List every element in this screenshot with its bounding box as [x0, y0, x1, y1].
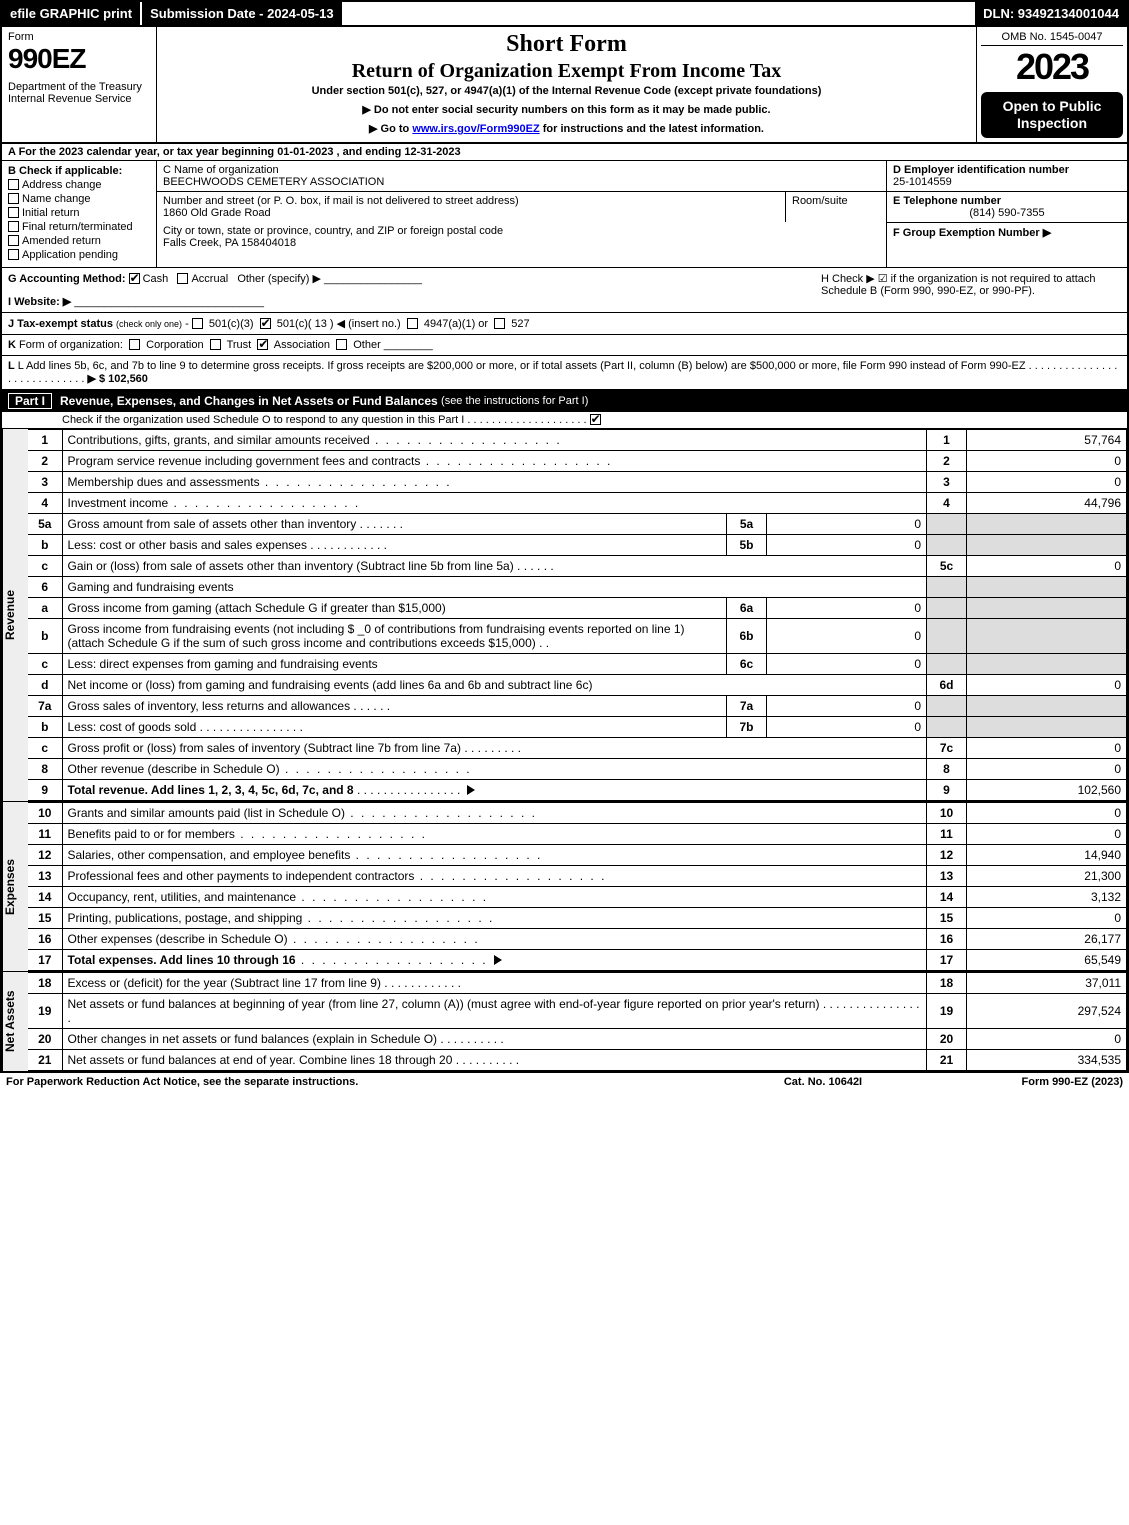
line-3: 3Membership dues and assessments30: [28, 471, 1127, 492]
line-10: 10Grants and similar amounts paid (list …: [28, 802, 1127, 823]
row-g-h: G Accounting Method: Cash Accrual Other …: [2, 268, 1127, 313]
chk-initial-return[interactable]: Initial return: [8, 207, 150, 219]
form-note2: ▶ Go to www.irs.gov/Form990EZ for instru…: [165, 122, 968, 135]
cat-no: Cat. No. 10642I: [723, 1076, 923, 1088]
part1-check: Check if the organization used Schedule …: [2, 412, 1127, 429]
top-bar: efile GRAPHIC print Submission Date - 20…: [2, 2, 1127, 27]
line-5a: 5aGross amount from sale of assets other…: [28, 513, 1127, 534]
line-1: 1Contributions, gifts, grants, and simil…: [28, 429, 1127, 450]
submission-date: Submission Date - 2024-05-13: [142, 2, 344, 25]
line-4: 4Investment income444,796: [28, 492, 1127, 513]
line-16: 16Other expenses (describe in Schedule O…: [28, 928, 1127, 949]
chk-accrual[interactable]: [177, 273, 188, 284]
chk-amended-return[interactable]: Amended return: [8, 235, 150, 247]
line-14: 14Occupancy, rent, utilities, and mainte…: [28, 886, 1127, 907]
arrow-icon: [467, 785, 475, 795]
c-city-label: City or town, state or province, country…: [163, 225, 880, 237]
arrow-icon: [494, 955, 502, 965]
expenses-section: Expenses 10Grants and similar amounts pa…: [2, 802, 1127, 972]
line-13: 13Professional fees and other payments t…: [28, 865, 1127, 886]
form-title: Return of Organization Exempt From Incom…: [165, 60, 968, 83]
dept: Department of the Treasury Internal Reve…: [8, 81, 150, 105]
omb-number: OMB No. 1545-0047: [981, 31, 1123, 46]
short-form-title: Short Form: [165, 31, 968, 58]
e-label: E Telephone number: [893, 195, 1121, 207]
line-5b: bLess: cost or other basis and sales exp…: [28, 534, 1127, 555]
revenue-section: Revenue 1Contributions, gifts, grants, a…: [2, 429, 1127, 802]
section-bcdef: B Check if applicable: Address change Na…: [2, 161, 1127, 268]
d-label: D Employer identification number: [893, 164, 1121, 176]
c-name-label: C Name of organization: [163, 164, 880, 176]
form-label: Form: [8, 31, 150, 43]
open-public-inspection: Open to Public Inspection: [981, 92, 1123, 138]
ein: 25-1014559: [893, 176, 1121, 188]
part-1-header: Part I Revenue, Expenses, and Changes in…: [2, 390, 1127, 412]
line-17: 17Total expenses. Add lines 10 through 1…: [28, 949, 1127, 970]
tax-year: 2023: [981, 46, 1123, 88]
b-label: B Check if applicable:: [8, 165, 150, 177]
line-k: K Form of organization: Corporation Trus…: [2, 335, 1127, 356]
line-20: 20Other changes in net assets or fund ba…: [28, 1028, 1127, 1049]
chk-address-change[interactable]: Address change: [8, 179, 150, 191]
form-header: Form 990EZ Department of the Treasury In…: [2, 27, 1127, 144]
form-ref: Form 990-EZ (2023): [923, 1076, 1123, 1088]
room-suite-label: Room/suite: [786, 192, 886, 222]
line-j: J Tax-exempt status (check only one) - 5…: [2, 313, 1127, 335]
org-street: 1860 Old Grade Road: [163, 207, 779, 219]
net-assets-section: Net Assets 18Excess or (deficit) for the…: [2, 972, 1127, 1071]
line-21: 21Net assets or fund balances at end of …: [28, 1049, 1127, 1070]
line-6b: bGross income from fundraising events (n…: [28, 618, 1127, 653]
line-19: 19Net assets or fund balances at beginni…: [28, 993, 1127, 1028]
phone: (814) 590-7355: [893, 207, 1121, 219]
line-5c: cGain or (loss) from sale of assets othe…: [28, 555, 1127, 576]
g-label: G Accounting Method:: [8, 273, 126, 285]
chk-final-return[interactable]: Final return/terminated: [8, 221, 150, 233]
f-label: F Group Exemption Number ▶: [893, 226, 1121, 239]
chk-schedule-o[interactable]: [590, 414, 601, 425]
line-18: 18Excess or (deficit) for the year (Subt…: [28, 972, 1127, 993]
paperwork-notice: For Paperwork Reduction Act Notice, see …: [6, 1076, 723, 1088]
chk-application-pending[interactable]: Application pending: [8, 249, 150, 261]
org-name: BEECHWOODS CEMETERY ASSOCIATION: [163, 176, 880, 188]
line-12: 12Salaries, other compensation, and empl…: [28, 844, 1127, 865]
efile-print-button[interactable]: efile GRAPHIC print: [2, 2, 142, 25]
line-7c: cGross profit or (loss) from sales of in…: [28, 737, 1127, 758]
c-street-label: Number and street (or P. O. box, if mail…: [163, 195, 779, 207]
irs-link[interactable]: www.irs.gov/Form990EZ: [412, 123, 539, 135]
form-subtitle: Under section 501(c), 527, or 4947(a)(1)…: [165, 85, 968, 97]
line-15: 15Printing, publications, postage, and s…: [28, 907, 1127, 928]
line-2: 2Program service revenue including gover…: [28, 450, 1127, 471]
org-city: Falls Creek, PA 158404018: [163, 237, 880, 249]
dln: DLN: 93492134001044: [975, 2, 1127, 25]
form-number: 990EZ: [8, 43, 150, 75]
line-6d: dNet income or (loss) from gaming and fu…: [28, 674, 1127, 695]
line-7a: 7aGross sales of inventory, less returns…: [28, 695, 1127, 716]
h-text: H Check ▶ ☑ if the organization is not r…: [821, 272, 1121, 308]
line-a: A For the 2023 calendar year, or tax yea…: [2, 144, 1127, 161]
line-6: 6Gaming and fundraising events: [28, 576, 1127, 597]
chk-name-change[interactable]: Name change: [8, 193, 150, 205]
line-8: 8Other revenue (describe in Schedule O)8…: [28, 758, 1127, 779]
line-l: L L Add lines 5b, 6c, and 7b to line 9 t…: [2, 356, 1127, 390]
line-6c: cLess: direct expenses from gaming and f…: [28, 653, 1127, 674]
chk-cash[interactable]: [129, 273, 140, 284]
revenue-side-label: Revenue: [2, 429, 28, 801]
form-note1: ▶ Do not enter social security numbers o…: [165, 103, 968, 116]
net-assets-side-label: Net Assets: [2, 972, 28, 1071]
line-7b: bLess: cost of goods sold . . . . . . . …: [28, 716, 1127, 737]
line-11: 11Benefits paid to or for members110: [28, 823, 1127, 844]
line-9: 9Total revenue. Add lines 1, 2, 3, 4, 5c…: [28, 779, 1127, 800]
i-label: I Website: ▶: [8, 296, 71, 308]
page-footer: For Paperwork Reduction Act Notice, see …: [0, 1073, 1129, 1091]
expenses-side-label: Expenses: [2, 802, 28, 971]
line-6a: aGross income from gaming (attach Schedu…: [28, 597, 1127, 618]
